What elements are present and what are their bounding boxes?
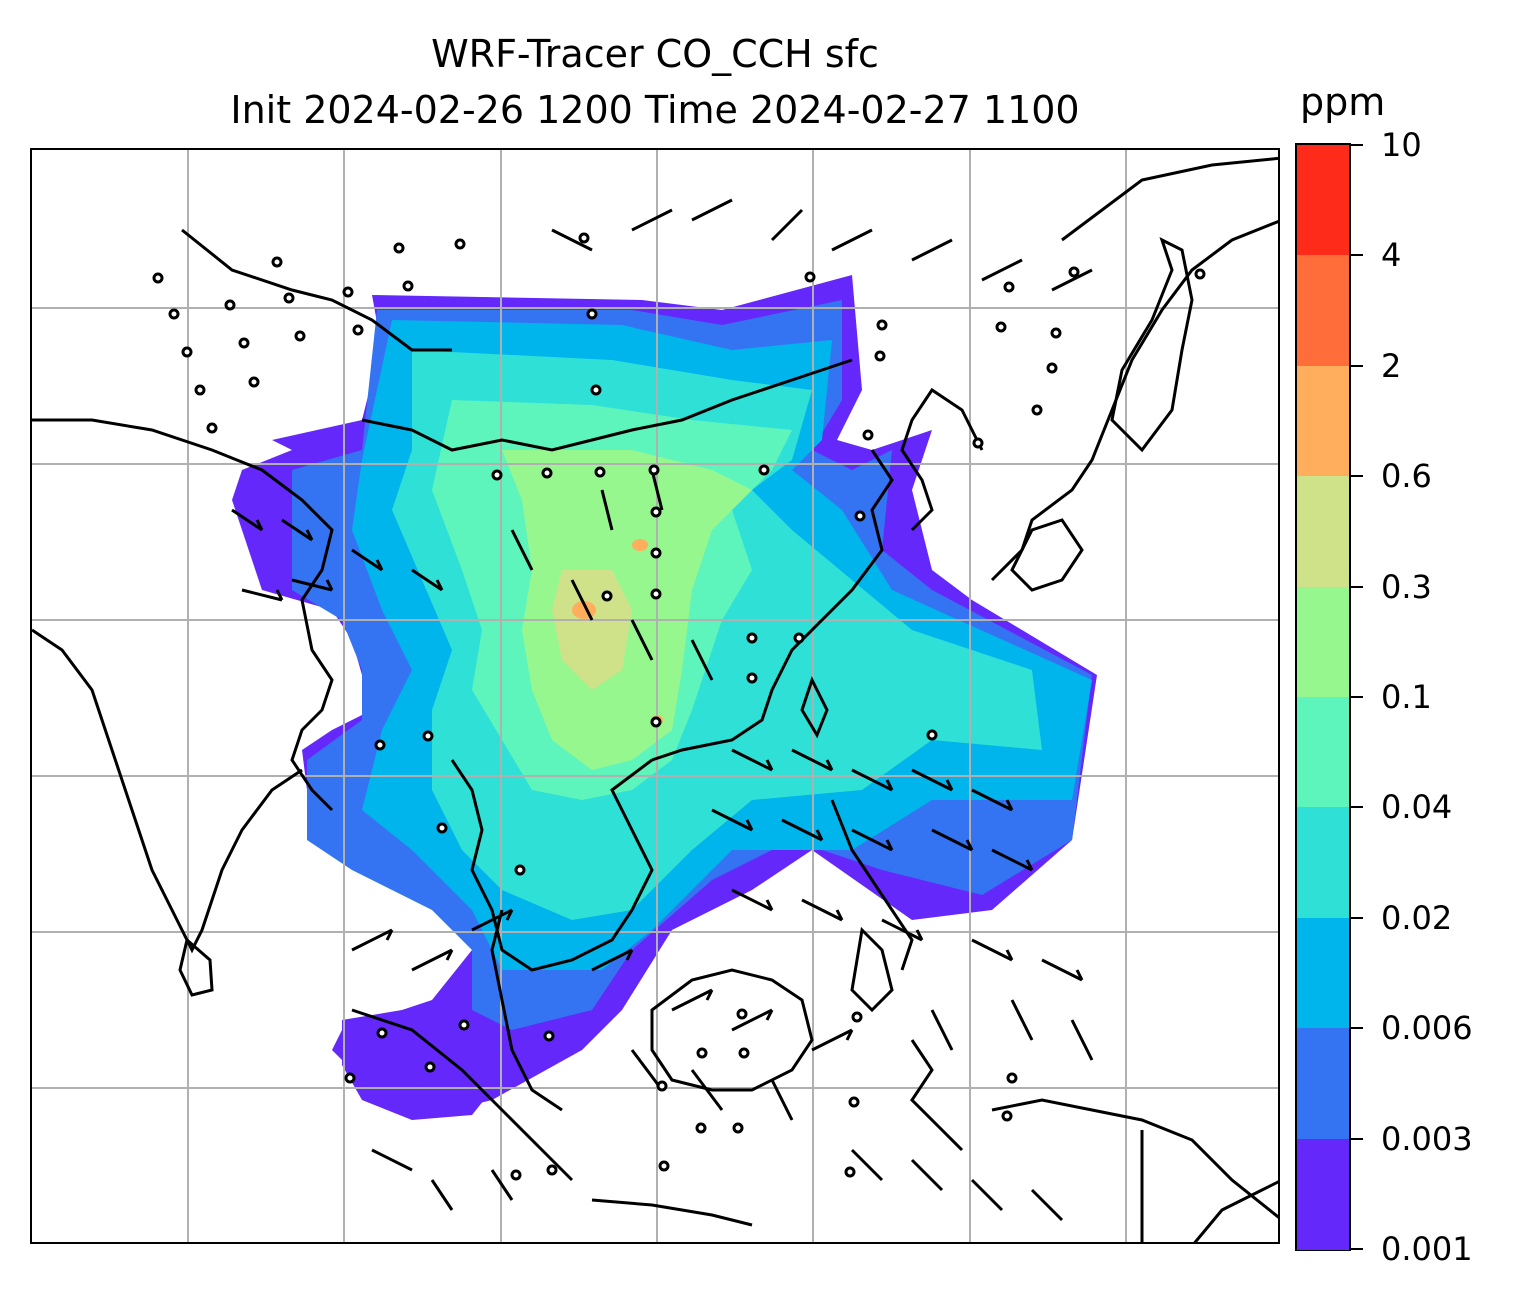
colorbar-segment xyxy=(1297,697,1349,809)
colorbar-unit: ppm xyxy=(1300,80,1386,124)
colorbar-tick xyxy=(1351,585,1363,588)
map-panel xyxy=(30,148,1280,1244)
concentration-field xyxy=(232,275,1097,1120)
colorbar-segment xyxy=(1297,917,1349,1030)
chart-title-line2: Init 2024-02-26 1200 Time 2024-02-27 110… xyxy=(230,88,1080,132)
colorbar-tick xyxy=(1351,806,1363,809)
colorbar-tick-label: 0.6 xyxy=(1381,457,1432,496)
colorbar-segment xyxy=(1297,476,1349,588)
colorbar-tick xyxy=(1351,1248,1363,1250)
colorbar-tick-label: 0.006 xyxy=(1381,1009,1473,1048)
colorbar-tick-label: 10 xyxy=(1381,126,1422,164)
colorbar-tick xyxy=(1351,1137,1363,1140)
colorbar-segment xyxy=(1297,365,1349,478)
colorbar-segment xyxy=(1297,145,1349,257)
colorbar-tick-label: 4 xyxy=(1381,236,1402,275)
colorbar-tick xyxy=(1351,254,1363,257)
colorbar-tick xyxy=(1351,1027,1363,1030)
colorbar-tick xyxy=(1351,696,1363,698)
colorbar-tick-label: 0.1 xyxy=(1381,678,1432,716)
colorbar-tick xyxy=(1351,144,1363,146)
colorbar-tick xyxy=(1351,475,1363,478)
field-band-yellowgreen xyxy=(552,570,632,690)
colorbar-segment xyxy=(1297,807,1349,919)
colorbar-segment xyxy=(1297,1028,1349,1140)
wind-barbs xyxy=(231,198,1094,1222)
calm-markers xyxy=(152,232,1206,1181)
colorbar-tick-label: 0.001 xyxy=(1381,1230,1473,1268)
colorbar-tick xyxy=(1351,916,1363,919)
colorbar-tick-label: 0.3 xyxy=(1381,567,1432,606)
chart-title-line1: WRF-Tracer CO_CCH sfc xyxy=(431,32,879,76)
colorbar xyxy=(1295,143,1351,1251)
map-canvas xyxy=(32,150,1278,1242)
colorbar-tick-label: 2 xyxy=(1381,346,1402,385)
colorbar-tick-label: 0.003 xyxy=(1381,1119,1473,1158)
gridlines xyxy=(32,150,1278,1242)
field-spot-orange-2 xyxy=(632,539,648,551)
colorbar-segment xyxy=(1297,255,1349,367)
colorbar-tick-label: 0.04 xyxy=(1381,788,1453,827)
colorbar-tick-label: 0.02 xyxy=(1381,898,1453,937)
coastlines xyxy=(32,156,1278,1242)
colorbar-segment xyxy=(1297,1138,1349,1250)
colorbar-tick xyxy=(1351,364,1363,367)
colorbar-segment xyxy=(1297,586,1349,698)
